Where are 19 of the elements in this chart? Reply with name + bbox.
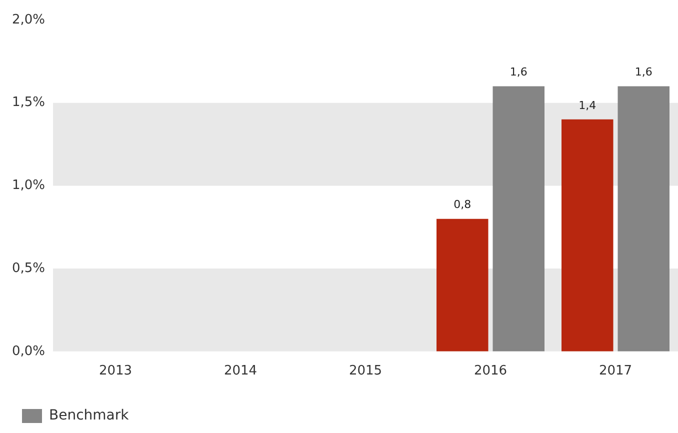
data-label: 1,4 — [578, 98, 596, 112]
data-label: 1,6 — [634, 66, 652, 79]
x-tick-label: 2014 — [224, 364, 258, 379]
bar — [492, 86, 545, 352]
x-tick-label: 2013 — [98, 364, 132, 379]
x-tick-label: 2015 — [348, 364, 382, 379]
x-tick-label: 2017 — [598, 364, 632, 379]
bar — [618, 86, 670, 352]
y-tick-label: 1,5% — [12, 95, 46, 110]
legend-label: Benchmark — [49, 408, 130, 424]
x-tick-label: 2016 — [474, 364, 508, 379]
y-tick-label: 0,5% — [12, 260, 46, 276]
y-tick-label: 1,0% — [12, 178, 46, 194]
y-tick-label: 0,0% — [12, 344, 46, 359]
data-label: 1,6 — [510, 66, 528, 79]
data-label: 0,8 — [454, 198, 472, 212]
bar — [562, 119, 614, 352]
bar — [436, 218, 488, 352]
y-tick-label: 2,0% — [12, 12, 46, 28]
